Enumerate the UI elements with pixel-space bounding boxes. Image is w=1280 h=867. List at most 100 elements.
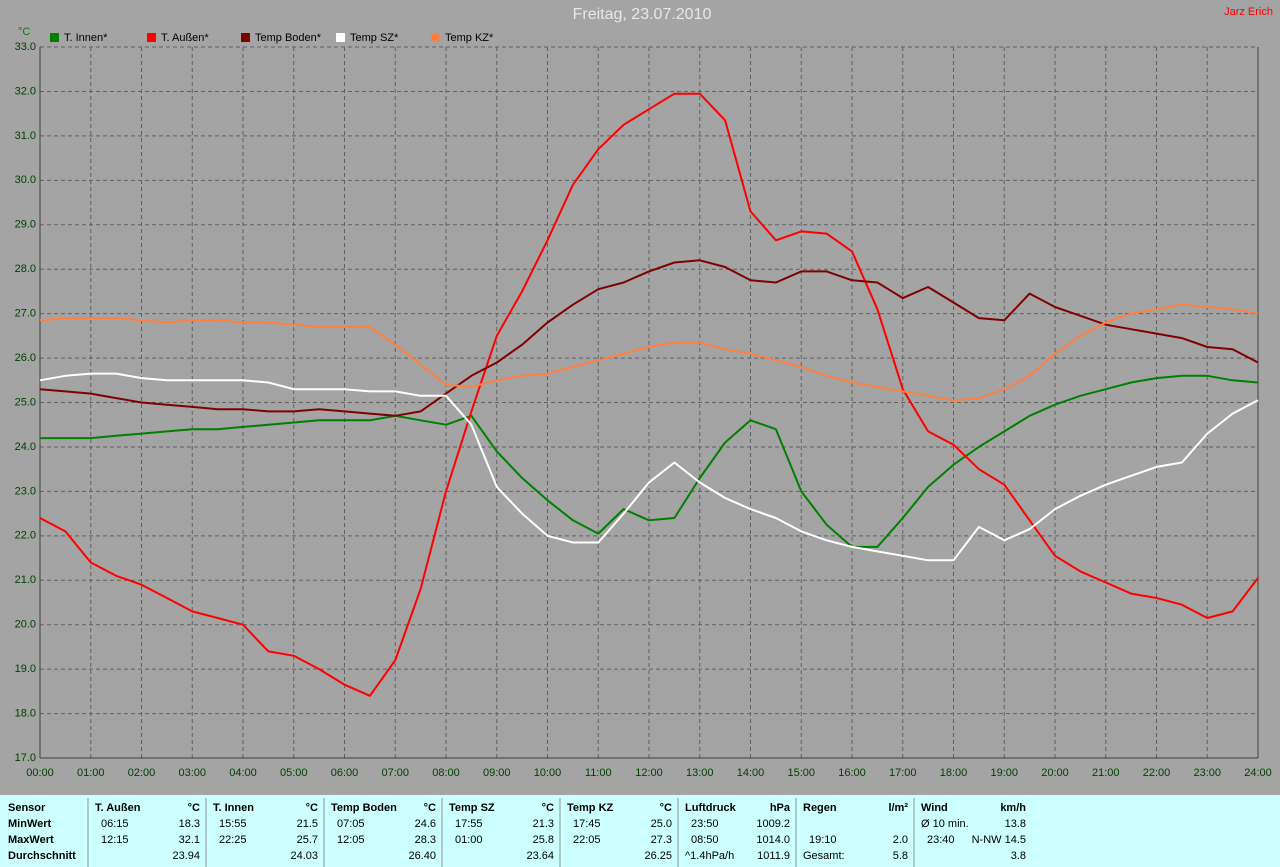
y-tick-label: 25.0 xyxy=(15,396,36,408)
series-line xyxy=(40,374,1259,548)
y-tick-label: 18.0 xyxy=(15,707,36,719)
legend-label: Temp Boden* xyxy=(255,32,322,44)
cell-value: 2.0 xyxy=(893,834,908,846)
cell-value: 3.8 xyxy=(1011,850,1026,862)
x-tick-label: 05:00 xyxy=(280,767,308,779)
cell-value: 25.0 xyxy=(651,818,672,830)
cell-time: 22:05 xyxy=(573,834,601,846)
legend-label: Temp SZ* xyxy=(350,32,399,44)
series-line xyxy=(39,259,1259,417)
background xyxy=(0,0,1280,795)
x-tick-label: 19:00 xyxy=(990,767,1018,779)
y-tick-label: 24.0 xyxy=(15,441,36,453)
series-line xyxy=(39,372,1259,562)
row-label: MaxWert xyxy=(8,834,54,846)
cell-time: 19:10 xyxy=(809,834,837,846)
y-tick-label: 17.0 xyxy=(15,752,36,764)
cell-value: 26.40 xyxy=(408,850,436,862)
cell-value: 18.3 xyxy=(179,818,200,830)
cell-value: 23.64 xyxy=(526,850,554,862)
legend-label: T. Außen* xyxy=(161,32,209,44)
row-label: Durchschnitt xyxy=(8,850,76,862)
x-tick-label: 22:00 xyxy=(1143,767,1171,779)
legend-swatch xyxy=(241,33,250,42)
cell-time: Gesamt: xyxy=(803,850,845,862)
column-name: T. Außen xyxy=(95,802,141,814)
x-tick-label: 24:00 xyxy=(1244,767,1272,779)
y-tick-label: 22.0 xyxy=(15,530,36,542)
x-tick-label: 03:00 xyxy=(178,767,206,779)
cell-time: 08:50 xyxy=(691,834,719,846)
cell-value: 32.1 xyxy=(179,834,200,846)
legend-label: T. Innen* xyxy=(64,32,108,44)
cell-value: 26.25 xyxy=(644,850,672,862)
legend-swatch xyxy=(147,33,156,42)
cell-time: 01:00 xyxy=(455,834,483,846)
cell-time: 12:05 xyxy=(337,834,365,846)
column-unit: °C xyxy=(660,802,672,814)
y-tick-label: 33.0 xyxy=(15,41,36,53)
y-tick-label: 26.0 xyxy=(15,352,36,364)
cell-value: 23.94 xyxy=(172,850,200,862)
legend-swatch xyxy=(50,33,59,42)
cell-value: 1011.9 xyxy=(757,850,790,862)
x-tick-label: 02:00 xyxy=(128,767,156,779)
column-name: Temp SZ xyxy=(449,802,495,814)
y-axis-label: °C xyxy=(18,26,30,38)
column-unit: km/h xyxy=(1000,802,1026,814)
row-label: Sensor xyxy=(8,802,46,814)
y-tick-label: 20.0 xyxy=(15,619,36,631)
cell-value: 21.5 xyxy=(297,818,318,830)
column-unit: l/m² xyxy=(888,802,908,814)
author: Jarz Erich xyxy=(1224,6,1273,18)
cell-value: 28.3 xyxy=(415,834,436,846)
y-tick-label: 23.0 xyxy=(15,485,36,497)
cell-time: 17:45 xyxy=(573,818,601,830)
cell-time: Ø 10 min. xyxy=(921,818,969,830)
cell-value: 13.8 xyxy=(1005,818,1026,830)
column-unit: °C xyxy=(306,802,318,814)
cell-value: 1009.2 xyxy=(756,818,790,830)
x-tick-label: 11:00 xyxy=(585,767,612,779)
column-unit: °C xyxy=(188,802,200,814)
cell-value: 24.6 xyxy=(415,818,436,830)
column-name: Luftdruck xyxy=(685,802,737,814)
x-tick-label: 01:00 xyxy=(77,767,105,779)
x-tick-label: 08:00 xyxy=(432,767,460,779)
x-tick-label: 17:00 xyxy=(889,767,917,779)
cell-value: 1014.0 xyxy=(756,834,790,846)
legend-swatch xyxy=(431,33,440,42)
x-tick-label: 04:00 xyxy=(229,767,257,779)
legend-swatch xyxy=(336,33,345,42)
x-tick-label: 07:00 xyxy=(381,767,409,779)
x-tick-label: 15:00 xyxy=(787,767,815,779)
column-name: Regen xyxy=(803,802,837,814)
x-tick-label: 13:00 xyxy=(686,767,714,779)
x-tick-label: 23:00 xyxy=(1193,767,1221,779)
x-tick-label: 14:00 xyxy=(737,767,765,779)
column-name: Wind xyxy=(921,802,948,814)
cell-time: 23:40 xyxy=(927,834,955,846)
x-tick-label: 16:00 xyxy=(838,767,866,779)
y-tick-label: 27.0 xyxy=(15,308,36,320)
cell-time: 17:55 xyxy=(455,818,483,830)
cell-time: 22:25 xyxy=(219,834,247,846)
cell-time: 23:50 xyxy=(691,818,719,830)
column-name: Temp Boden xyxy=(331,802,397,814)
x-tick-label: 12:00 xyxy=(635,767,663,779)
cell-time: 06:15 xyxy=(101,818,129,830)
cell-value: N-NW 14.5 xyxy=(972,834,1026,846)
cell-time: 07:05 xyxy=(337,818,365,830)
column-unit: °C xyxy=(542,802,554,814)
y-tick-label: 28.0 xyxy=(15,263,36,275)
x-tick-label: 21:00 xyxy=(1092,767,1120,779)
cell-value: 25.7 xyxy=(297,834,318,846)
cell-value: 25.8 xyxy=(533,834,554,846)
x-tick-label: 09:00 xyxy=(483,767,511,779)
y-tick-label: 31.0 xyxy=(15,130,36,142)
y-tick-label: 19.0 xyxy=(15,663,36,675)
y-tick-label: 30.0 xyxy=(15,174,36,186)
row-label: MinWert xyxy=(8,818,52,830)
cell-value: 21.3 xyxy=(533,818,554,830)
